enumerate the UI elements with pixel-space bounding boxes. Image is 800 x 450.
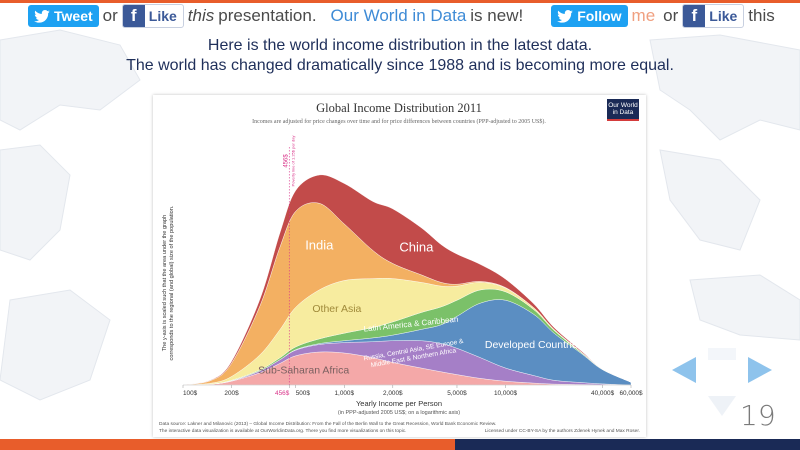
poverty-line-sublabel: Poverty line of 1.25$ per day <box>290 136 295 187</box>
follow-label: Follow <box>577 8 622 24</box>
tweet-button[interactable]: Tweet <box>28 5 99 27</box>
poverty-line-label: 456$ <box>283 154 289 168</box>
headline-line-1: Here is the world income distribution in… <box>207 37 593 54</box>
x-tick-label: 500$ <box>296 390 311 397</box>
source-line-2: The interactive data visualization is av… <box>159 428 407 434</box>
x-tick-labels: 100$ 200$ 456$ 500$ 1,000$ 2,000$ 5,000$ 10,000… <box>182 385 643 397</box>
area-layers <box>182 174 632 386</box>
share-bar: Tweet or f Like this presentation. Our W… <box>0 3 800 29</box>
tweet-label: Tweet <box>54 8 93 24</box>
presentation-text: presentation. <box>218 6 317 25</box>
or-text-1: or <box>102 6 118 25</box>
x-tick-label: 456$ <box>275 390 290 397</box>
license-text: Licensed under CC-BY-SA by the authors Z… <box>485 428 640 434</box>
y-axis-label-line-2: corresponds to the regional (and global)… <box>169 205 175 360</box>
x-axis-label: Yearly Income per Person <box>356 399 442 408</box>
y-axis-label-line-1: The y-axis is scaled such that the area … <box>162 215 168 352</box>
x-tick-label: 100$ <box>183 390 198 397</box>
series-label-other-asia: Other Asia <box>312 303 361 315</box>
twitter-bird-icon <box>34 9 50 23</box>
x-tick-label: 40,000$ <box>591 390 615 397</box>
slide-headline: Here is the world income distribution in… <box>0 36 800 76</box>
chart-title: Global Income Distribution 2011 <box>316 101 482 115</box>
this-text: this <box>187 6 215 25</box>
x-tick-label: 5,000$ <box>447 390 467 397</box>
or-text-2: or <box>663 6 679 25</box>
poverty-line-marker: 456$ Poverty line of 1.25$ per day <box>283 136 295 385</box>
like-label: Like <box>148 8 177 24</box>
y-axis-label: The y-axis is scaled such that the area … <box>162 205 175 360</box>
series-label-sub-saharan-africa: Sub-Saharan Africa <box>258 364 349 376</box>
nav-right-arrow-icon[interactable] <box>748 357 772 383</box>
x-tick-label: 60,000$ <box>619 390 643 397</box>
nav-left-arrow-icon[interactable] <box>672 357 696 383</box>
top-accent-rule <box>0 0 800 3</box>
slide-navigation <box>672 348 772 416</box>
x-axis-sublabel: (in PPP-adjusted 2005 US$; on a logarith… <box>338 410 460 416</box>
owid-logo: Our World in Data <box>607 99 639 121</box>
follow-button[interactable]: Follow <box>551 5 628 27</box>
facebook-icon: f <box>683 5 706 27</box>
slide-number: 19 <box>740 399 776 432</box>
is-new-text: is new! <box>470 6 524 25</box>
series-label-china: China <box>399 240 434 255</box>
owid-logo-line-1: Our World <box>608 102 638 109</box>
x-tick-label: 200$ <box>224 390 239 397</box>
income-distribution-chart: Our World in Data Global Income Distribu… <box>153 95 646 437</box>
area-china <box>182 174 632 386</box>
owid-link[interactable]: Our World in Data <box>330 6 467 25</box>
this-text-2: this <box>748 6 775 25</box>
x-tick-label: 1,000$ <box>334 390 354 397</box>
series-label-india: India <box>305 238 334 253</box>
twitter-bird-icon <box>557 9 574 23</box>
nav-down-arrow-icon[interactable] <box>708 396 736 416</box>
bottom-accent-rule <box>0 439 800 450</box>
chart-subtitle: Incomes are adjusted for price changes o… <box>252 118 546 125</box>
facebook-like-button-2[interactable]: f Like <box>682 4 745 28</box>
bottom-navy-rule <box>455 439 800 450</box>
nav-up-button[interactable] <box>708 348 736 360</box>
x-tick-label: 10,000$ <box>494 390 518 397</box>
headline-line-2: The world has changed dramatically since… <box>126 57 674 74</box>
me-text: me <box>631 6 656 25</box>
owid-logo-line-2: in Data <box>612 109 634 116</box>
x-tick-label: 2,000$ <box>383 390 403 397</box>
series-label-developed-countries: Developed Countries <box>485 339 583 351</box>
facebook-icon: f <box>122 5 145 27</box>
facebook-like-button[interactable]: f Like <box>121 4 184 28</box>
like-label-2: Like <box>709 8 738 24</box>
source-line-1: Data source: Lakner and Milanovic (2013)… <box>159 421 496 427</box>
chart-svg: Global Income Distribution 2011 Incomes … <box>159 101 643 434</box>
